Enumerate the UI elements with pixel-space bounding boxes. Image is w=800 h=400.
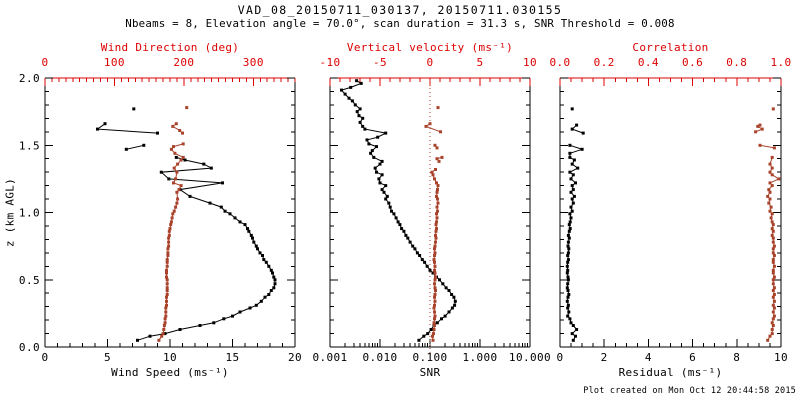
correlation-axis-title: Correlation (632, 41, 709, 54)
series-vertical_velocity (424, 106, 444, 342)
series-snr (340, 79, 457, 342)
tick-label: 0.6 (682, 56, 703, 69)
snr-axis-title: SNR (419, 366, 441, 379)
plot-subtitle: Nbeams = 8, Elevation angle = 70.0°, sca… (125, 17, 675, 30)
tick-label: 0 (41, 56, 48, 69)
wind-speed-axis-title: Wind Speed (ms⁻¹) (111, 366, 229, 379)
tick-label: 0.0 (19, 341, 40, 354)
tick-label: 0 (41, 351, 48, 364)
tick-label: 1.0 (770, 56, 791, 69)
tick-label: 1.000 (462, 351, 497, 364)
tick-label: 8 (733, 351, 740, 364)
tick-label: 15 (225, 351, 239, 364)
tick-label: 0.5 (19, 274, 40, 287)
tick-label: 10 (523, 56, 537, 69)
wind-direction-axis-title: Wind Direction (deg) (100, 41, 240, 54)
tick-label: 0.8 (726, 56, 747, 69)
tick-label: 5 (104, 351, 111, 364)
residual-axis-title: Residual (ms⁻¹) (618, 366, 723, 379)
tick-label: 5 (476, 56, 483, 69)
tick-label: 1.5 (19, 139, 40, 152)
plot-title: VAD_08_20150711_030137, 20150711.030155 (237, 3, 563, 17)
tick-label: 0.001 (312, 351, 347, 364)
tick-label: 0.0 (549, 56, 570, 69)
series-residual (565, 107, 585, 342)
tick-label: 0 (556, 351, 563, 364)
plot-created-timestamp: Plot created on Mon Oct 12 20:44:58 2015 (583, 386, 796, 396)
tick-label: 0.100 (412, 351, 447, 364)
tick-label: 10 (774, 351, 788, 364)
tick-label: -5 (373, 56, 387, 69)
tick-label: 0.010 (362, 351, 397, 364)
y-axis-title: z (km AGL) (3, 177, 17, 248)
tick-label: 2 (601, 351, 608, 364)
tick-label: 6 (689, 351, 696, 364)
tick-label: 20 (288, 351, 302, 364)
tick-label: 300 (243, 56, 264, 69)
tick-label: 100 (104, 56, 125, 69)
tick-label: 200 (173, 56, 194, 69)
tick-label: 1.0 (19, 207, 40, 220)
series-wind_direction (157, 106, 189, 342)
tick-label: 0.2 (594, 56, 615, 69)
tick-label: 4 (645, 351, 652, 364)
tick-label: 2.0 (19, 72, 40, 85)
vertical-velocity-axis-title: Vertical velocity (ms⁻¹) (346, 41, 514, 54)
tick-label: 0.4 (638, 56, 659, 69)
tick-label: -10 (319, 56, 340, 69)
series-wind_speed (96, 107, 277, 342)
series-correlation (754, 107, 781, 342)
snr-panel: 0.001 0.010 0.100 1.000 10.000 -10 -5 0 5 10 (312, 56, 551, 364)
tick-label: 10 (163, 351, 177, 364)
residual-panel: 0 2 4 6 8 10 0.0 0.2 0.4 0.6 0.8 1.0 (549, 56, 791, 364)
tick-label: 0 (426, 56, 433, 69)
tick-label: 10.000 (509, 351, 551, 364)
